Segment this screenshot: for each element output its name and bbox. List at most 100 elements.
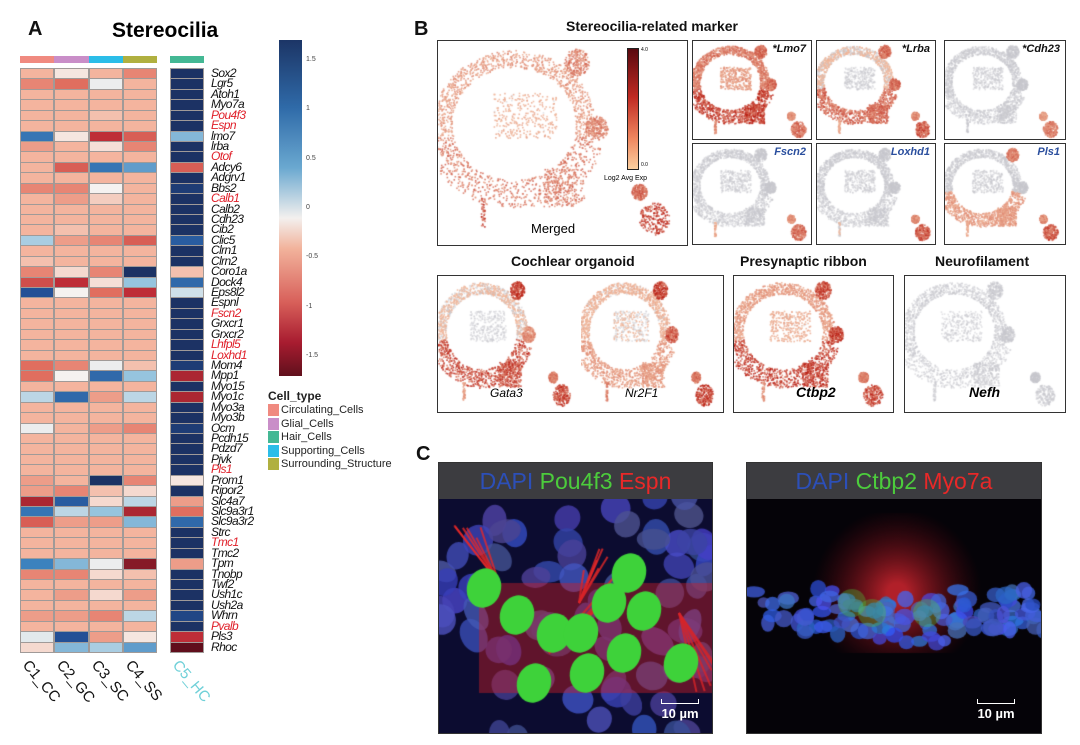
gene-label: Pls3 — [211, 629, 233, 644]
gene-label: Calb2 — [211, 201, 240, 216]
stain-espn: Espn — [618, 468, 672, 494]
fluorescence-image — [439, 463, 712, 733]
gene-label: Fscn2 — [211, 305, 241, 320]
merged-label: Merged — [531, 221, 576, 236]
gene-label: Ctbp2 — [796, 384, 836, 400]
gene-label: Cib2 — [211, 222, 234, 237]
stain-dapi: DAPI — [795, 468, 850, 494]
gene-label: Ush1c — [211, 587, 243, 602]
panel-a-label: A — [28, 18, 43, 40]
stain-dapi: DAPI — [479, 468, 534, 494]
legend-title: Cell_type — [268, 389, 322, 403]
heatmap-cell — [54, 641, 89, 653]
colorbar-tick: 1.5 — [306, 55, 316, 63]
gene-label: Tnobp — [211, 566, 243, 581]
gene-label: Myo3a — [211, 399, 245, 414]
gene-label: Adgrv1 — [211, 170, 246, 185]
stain-legend: DAPI Ctbp2 Myo7a — [747, 463, 1041, 499]
gene-label: Slc9a3r1 — [211, 504, 254, 518]
gene-label: *Lmo7 — [772, 43, 806, 55]
gene-label: Rhoc — [211, 639, 237, 654]
umap-marker-cdh23: *Cdh23 — [944, 40, 1067, 143]
panel-c-label: C — [416, 443, 431, 465]
group-title: Presynaptic ribbon — [740, 253, 867, 269]
gene-label: Dock4 — [211, 274, 243, 289]
gene-label: Clrn2 — [211, 253, 237, 268]
colorbar-tick: 0 — [306, 204, 310, 211]
gene-label: Pcdh15 — [211, 431, 249, 445]
gene-label: Mom4 — [211, 358, 243, 372]
gene-label: Grxcr2 — [211, 326, 244, 341]
fluorescence-image — [747, 463, 1041, 733]
umap-nefh: Nefh — [904, 275, 1067, 414]
umap-scatter — [581, 276, 724, 414]
stain-legend: DAPI Pou4f3 Espn — [439, 463, 712, 499]
legend-label: Glial_Cells — [281, 417, 334, 430]
group-title: Cochlear organoid — [511, 253, 635, 269]
gene-label: Otof — [211, 149, 232, 164]
legend-label: Surrounding_Structure — [281, 458, 392, 470]
gene-label: Lgr5 — [211, 76, 233, 91]
scale-bar: 10 µm — [977, 699, 1015, 721]
heatmap-cell — [20, 641, 54, 653]
gene-label: Atoh1 — [211, 86, 240, 101]
umap-marker-pls1: Pls1 — [944, 143, 1067, 246]
umap-marker-fscn2: Fscn2 — [692, 143, 815, 246]
gene-label: Pjvk — [211, 451, 232, 466]
gene-label: Myo3b — [211, 410, 245, 425]
gene-label: Adcy6 — [211, 159, 242, 174]
gene-label: Calb1 — [211, 191, 240, 206]
umap-marker-lrba: *Lrba — [816, 40, 939, 143]
stain-ctbp2: Ctbp2 — [855, 468, 917, 494]
scale-label: 10 µm — [977, 706, 1015, 721]
colorbar-tick: -0.5 — [306, 253, 319, 261]
gene-label: Ocm — [211, 420, 235, 435]
gene-label: Gata3 — [490, 386, 523, 400]
gene-label: Pou4f3 — [211, 107, 246, 122]
gene-label: Fscn2 — [774, 146, 806, 158]
colorbar — [279, 40, 302, 376]
gene-label: Whrn — [211, 608, 238, 623]
gene-label: Lhfpl5 — [211, 337, 241, 352]
gene-label: Tpm — [211, 556, 234, 571]
umap-scatter — [905, 276, 1067, 414]
umap-scatter — [945, 144, 1067, 246]
gene-label: Ripor2 — [211, 483, 243, 498]
heatmap-cell — [170, 641, 204, 653]
cell-type-annotation — [170, 56, 204, 63]
heatmap-title: Stereocilia — [112, 19, 219, 42]
gene-label: Tmc1 — [211, 535, 239, 550]
expression-colorbar-label: Log2 Avg Exp — [604, 175, 648, 182]
stain-myo7a: Myo7a — [923, 468, 993, 494]
umap-scatter — [817, 41, 939, 143]
gene-label: Pvalb — [211, 618, 239, 633]
colorbar-tick: -1.5 — [306, 352, 319, 360]
legend-swatch — [268, 417, 279, 430]
gene-label: lmo7 — [211, 128, 235, 143]
gene-label: Loxhd1 — [211, 347, 247, 362]
umap-scatter — [438, 41, 689, 247]
legend-item: Supporting_Cells — [268, 445, 365, 457]
umap-scatter — [945, 41, 1067, 143]
umap-ctbp2: Ctbp2 — [733, 275, 895, 414]
heatmap-cell — [123, 641, 157, 653]
colorbar-tick: 0.5 — [306, 154, 316, 162]
gene-label: Myo15 — [211, 378, 245, 393]
gene-label: Myo1c — [211, 389, 244, 404]
heatmap-cell — [89, 641, 123, 653]
gene-label: Slc4a7 — [211, 493, 245, 508]
legend-swatch — [268, 431, 279, 444]
legend-swatch — [268, 404, 279, 417]
cell-type-annotation — [54, 56, 89, 63]
column-label: C4_SS — [121, 657, 166, 705]
legend-label: Circulating_Cells — [281, 404, 364, 416]
umap-scatter — [734, 276, 895, 414]
legend-swatch — [268, 444, 279, 457]
gene-label: Strc — [211, 524, 231, 539]
umap-scatter — [693, 41, 815, 143]
column-label: C5_HC — [168, 657, 214, 706]
gene-label: Pls1 — [211, 462, 233, 477]
cell-type-annotation — [123, 56, 157, 63]
gene-label: Espnl — [211, 295, 239, 310]
